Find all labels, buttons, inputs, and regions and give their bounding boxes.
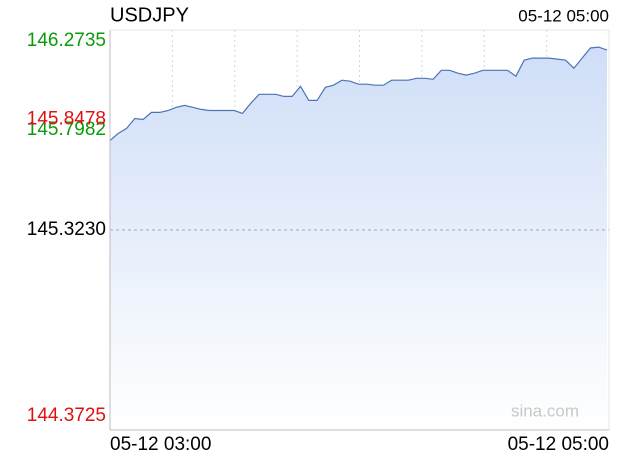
y-tick-label: 145.7982 xyxy=(27,119,106,140)
y-tick-label: 146.2735 xyxy=(27,30,106,51)
price-line xyxy=(109,46,608,142)
y-tick-label: 145.3230 xyxy=(27,219,106,240)
chart-title: USDJPY xyxy=(110,4,189,26)
y-tick-label: 144.3725 xyxy=(27,405,106,426)
x-tick-label: 05-12 03:00 xyxy=(110,434,211,455)
x-tick-label: 05-12 05:00 xyxy=(508,434,609,455)
area xyxy=(110,47,607,430)
y-tick-label: 145.8478 xyxy=(27,109,106,130)
timestamp: 05-12 05:00 xyxy=(518,6,609,25)
watermark: sina.com xyxy=(511,401,579,420)
